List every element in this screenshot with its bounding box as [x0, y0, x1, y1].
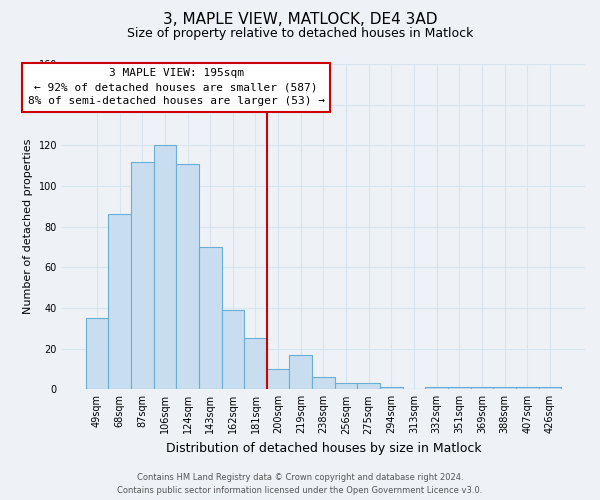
- Bar: [448, 388, 470, 390]
- Y-axis label: Number of detached properties: Number of detached properties: [23, 139, 33, 314]
- Text: Contains HM Land Registry data © Crown copyright and database right 2024.
Contai: Contains HM Land Registry data © Crown c…: [118, 474, 482, 495]
- Bar: [244, 338, 267, 390]
- Bar: [335, 383, 358, 390]
- Bar: [154, 146, 176, 390]
- Bar: [267, 369, 289, 390]
- Bar: [470, 388, 493, 390]
- Text: 3, MAPLE VIEW, MATLOCK, DE4 3AD: 3, MAPLE VIEW, MATLOCK, DE4 3AD: [163, 12, 437, 28]
- Bar: [86, 318, 108, 390]
- Bar: [108, 214, 131, 390]
- Bar: [131, 162, 154, 390]
- X-axis label: Distribution of detached houses by size in Matlock: Distribution of detached houses by size …: [166, 442, 481, 455]
- Bar: [221, 310, 244, 390]
- Bar: [199, 247, 221, 390]
- Bar: [425, 388, 448, 390]
- Bar: [516, 388, 539, 390]
- Bar: [380, 388, 403, 390]
- Bar: [312, 377, 335, 390]
- Bar: [493, 388, 516, 390]
- Bar: [539, 388, 561, 390]
- Bar: [289, 354, 312, 390]
- Bar: [176, 164, 199, 390]
- Bar: [358, 383, 380, 390]
- Text: 3 MAPLE VIEW: 195sqm
← 92% of detached houses are smaller (587)
8% of semi-detac: 3 MAPLE VIEW: 195sqm ← 92% of detached h…: [28, 68, 325, 106]
- Text: Size of property relative to detached houses in Matlock: Size of property relative to detached ho…: [127, 28, 473, 40]
